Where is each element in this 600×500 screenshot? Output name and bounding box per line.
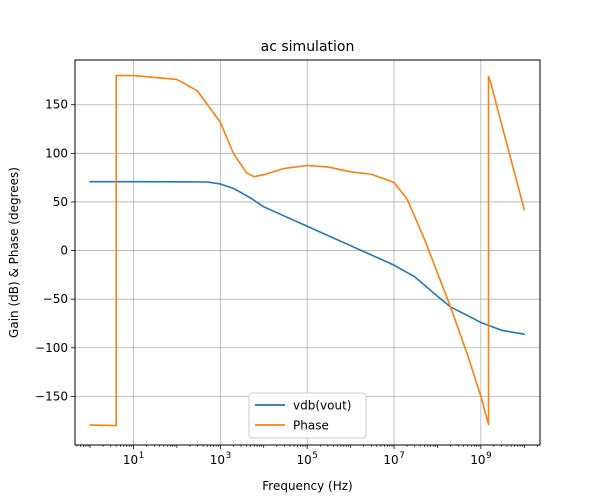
- x-tick-label: 10: [383, 453, 398, 467]
- y-tick-label: −50: [43, 292, 68, 306]
- legend-label-phase: Phase: [293, 419, 329, 433]
- x-tick-label: 10: [123, 453, 138, 467]
- y-tick-label: −150: [35, 389, 68, 403]
- chart-title: ac simulation: [261, 39, 355, 55]
- y-tick-label: −100: [35, 341, 68, 355]
- y-axis-label: Gain (dB) & Phase (degrees): [7, 167, 21, 338]
- x-axis: 10 1 10 3 10 5 10 7 10 9: [76, 445, 538, 467]
- x-tick-exponent: 5: [312, 451, 318, 461]
- x-tick-exponent: 7: [399, 451, 405, 461]
- y-tick-label: 150: [45, 98, 68, 112]
- y-tick-label: 100: [45, 146, 68, 160]
- series-line-phase: [89, 74, 526, 427]
- y-tick-label: 0: [60, 244, 68, 258]
- x-tick-exponent: 3: [225, 451, 231, 461]
- x-tick-exponent: 9: [486, 451, 492, 461]
- y-axis: −150 −100 −50 0 50 100 150: [35, 98, 75, 403]
- series-lines: [89, 74, 526, 427]
- x-tick-label: 10: [470, 453, 485, 467]
- x-tick-exponent: 1: [139, 451, 145, 461]
- x-tick-label: 10: [297, 453, 312, 467]
- series-line-vdb-vout: [89, 180, 526, 335]
- grid: [75, 60, 540, 445]
- x-axis-label: Frequency (Hz): [262, 479, 353, 493]
- legend-label-vdb-vout: vdb(vout): [293, 399, 351, 413]
- x-tick-label: 10: [210, 453, 225, 467]
- y-tick-label: 50: [53, 195, 68, 209]
- legend: vdb(vout) Phase: [248, 392, 367, 439]
